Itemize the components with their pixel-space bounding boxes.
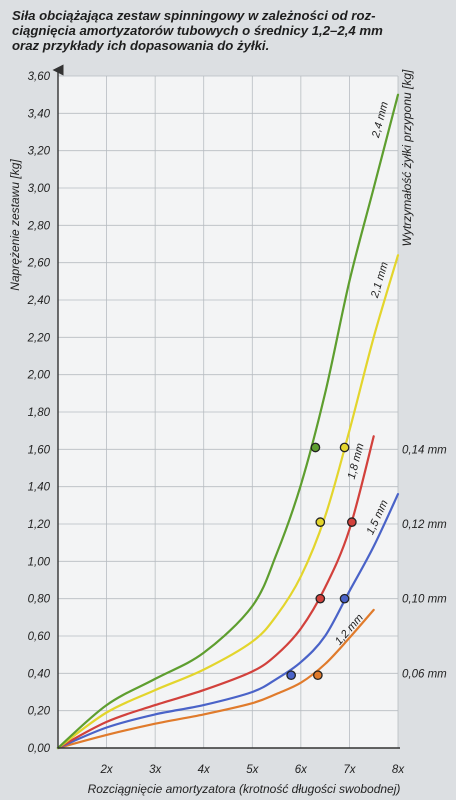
- marker-point: [347, 517, 357, 527]
- series-line: [56, 435, 375, 750]
- x-tick-label: 3x: [149, 764, 162, 776]
- marker-point: [339, 593, 350, 604]
- chart-title: Siła obciążająca zestaw spinningowy w za…: [12, 8, 444, 53]
- y-tick-label: 1,40: [28, 482, 51, 494]
- x-tick-label: 7x: [343, 764, 356, 776]
- y-tick-label: 3,00: [28, 183, 51, 195]
- series-line: [56, 493, 400, 750]
- series-lines: [56, 93, 400, 750]
- y-tick-labels: 0,00 0,20 0,40 0,60 0,80 1,00 1,20 1,40 1,60 1,80…: [27, 71, 51, 755]
- y-tick-label: 1,80: [28, 407, 51, 419]
- line-strength-label: 0,10 mm: [402, 594, 447, 606]
- y-tick-label: 3,60: [28, 71, 51, 83]
- x-tick-labels: 2x 3x 4x 5x 6x 7x 8x: [99, 764, 405, 776]
- right-axis-title: Wytrzymałość żyłki przyponu [kg]: [400, 69, 414, 246]
- x-axis-title: Rozciągnięcie amortyzatora (krotność dłu…: [88, 782, 401, 796]
- x-tick-label: 6x: [295, 764, 308, 776]
- series-line: [56, 608, 375, 750]
- y-tick-label: 0,40: [28, 668, 51, 680]
- line-strength-label: 0,06 mm: [402, 668, 447, 680]
- y-tick-label: 0,60: [28, 631, 51, 643]
- title-line-2: ciągnięcia amortyzatorów tubowych o śred…: [12, 23, 383, 38]
- y-tick-label: 2,20: [27, 332, 51, 344]
- y-tick-label: 0,00: [28, 743, 51, 755]
- marker-point: [313, 670, 323, 681]
- y-axis-title: Naprężenie zestawu [kg]: [8, 159, 22, 291]
- y-tick-label: 0,20: [28, 706, 51, 718]
- title-line-1: Siła obciążająca zestaw spinningowy w za…: [12, 8, 376, 23]
- y-tick-label: 3,40: [28, 108, 51, 120]
- marker-point: [315, 517, 326, 527]
- marker-point: [310, 442, 321, 453]
- y-tick-label: 1,00: [28, 556, 51, 568]
- x-tick-label: 5x: [246, 764, 259, 776]
- marker-point: [339, 442, 350, 453]
- x-tick-label: 8x: [392, 764, 405, 776]
- line-strength-label: 0,14 mm: [402, 444, 447, 456]
- y-tick-label: 0,80: [28, 594, 51, 606]
- x-tick-label: 4x: [198, 764, 211, 776]
- y-tick-label: 2,80: [27, 220, 51, 232]
- axes: [52, 64, 400, 749]
- y-tick-label: 1,60: [28, 444, 51, 456]
- x-tick-label: 2x: [99, 764, 113, 776]
- y-tick-label: 2,00: [27, 370, 51, 382]
- y-tick-label: 2,40: [27, 295, 51, 307]
- y-tick-label: 1,20: [28, 519, 51, 531]
- marker-point: [315, 593, 326, 604]
- series-line: [56, 93, 400, 750]
- grid: [58, 75, 399, 748]
- y-tick-label: 2,60: [27, 258, 51, 270]
- y-tick-label: 3,20: [28, 146, 51, 158]
- marker-points: [286, 442, 357, 681]
- title-line-3: oraz przykłady ich dopasowania do żyłki.: [12, 38, 270, 53]
- line-strength-label: 0,12 mm: [402, 519, 447, 531]
- series-line: [56, 254, 400, 750]
- marker-point: [286, 670, 296, 681]
- right-labels: 0,14 mm 0,12 mm 0,10 mm 0,06 mm: [402, 444, 447, 680]
